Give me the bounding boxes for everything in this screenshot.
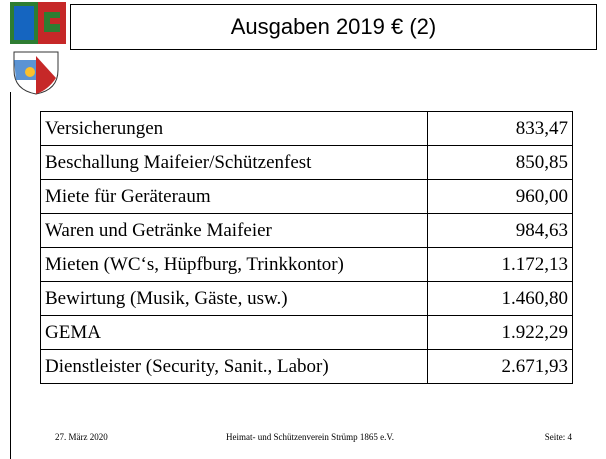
- label-cell: Beschallung Maifeier/Schützenfest: [40, 145, 428, 180]
- table-row: Mieten (WC‘s, Hüpfburg, Trinkkontor) 1.17…: [40, 247, 573, 282]
- table-row: Versicherungen 833,47: [40, 111, 573, 146]
- footer-date: 27. März 2020: [55, 432, 108, 442]
- label-cell: Miete für Geräteraum: [40, 179, 428, 214]
- amount-cell: 1.922,29: [427, 315, 573, 350]
- label-cell: GEMA: [40, 315, 428, 350]
- amount-cell: 1.460,80: [427, 281, 573, 316]
- amount-cell: 2.671,93: [427, 349, 573, 384]
- label-cell: Mieten (WC‘s, Hüpfburg, Trinkkontor): [40, 247, 428, 282]
- table-row: Dienstleister (Security, Sanit., Labor) 2…: [40, 349, 573, 384]
- table-row: Bewirtung (Musik, Gäste, usw.) 1.460,80: [40, 281, 573, 316]
- title: Ausgaben 2019 € (2): [70, 4, 597, 50]
- amount-cell: 833,47: [427, 111, 573, 146]
- label-cell: Bewirtung (Musik, Gäste, usw.): [40, 281, 428, 316]
- label-cell: Waren und Getränke Maifeier: [40, 213, 428, 248]
- amount-cell: 960,00: [427, 179, 573, 214]
- table: Versicherungen 833,47 Beschallung Maifeier…: [40, 111, 573, 384]
- table-row: GEMA 1.922,29: [40, 315, 573, 350]
- table-row: Beschallung Maifeier/Schützenfest 850,85: [40, 145, 573, 180]
- logo: [10, 2, 66, 95]
- footer-page: Seite: 4: [544, 432, 572, 442]
- table-row: Waren und Getränke Maifeier 984,63: [40, 213, 573, 248]
- table-row: Miete für Geräteraum 960,00: [40, 179, 573, 214]
- amount-cell: 984,63: [427, 213, 573, 248]
- footer-org: Heimat- und Schützenverein Strümp 1865 e…: [225, 432, 395, 442]
- frame-line: [10, 92, 11, 459]
- label-cell: Versicherungen: [40, 111, 428, 146]
- label-cell: Dienstleister (Security, Sanit., Labor): [40, 349, 428, 384]
- amount-cell: 850,85: [427, 145, 573, 180]
- amount-cell: 1.172,13: [427, 247, 573, 282]
